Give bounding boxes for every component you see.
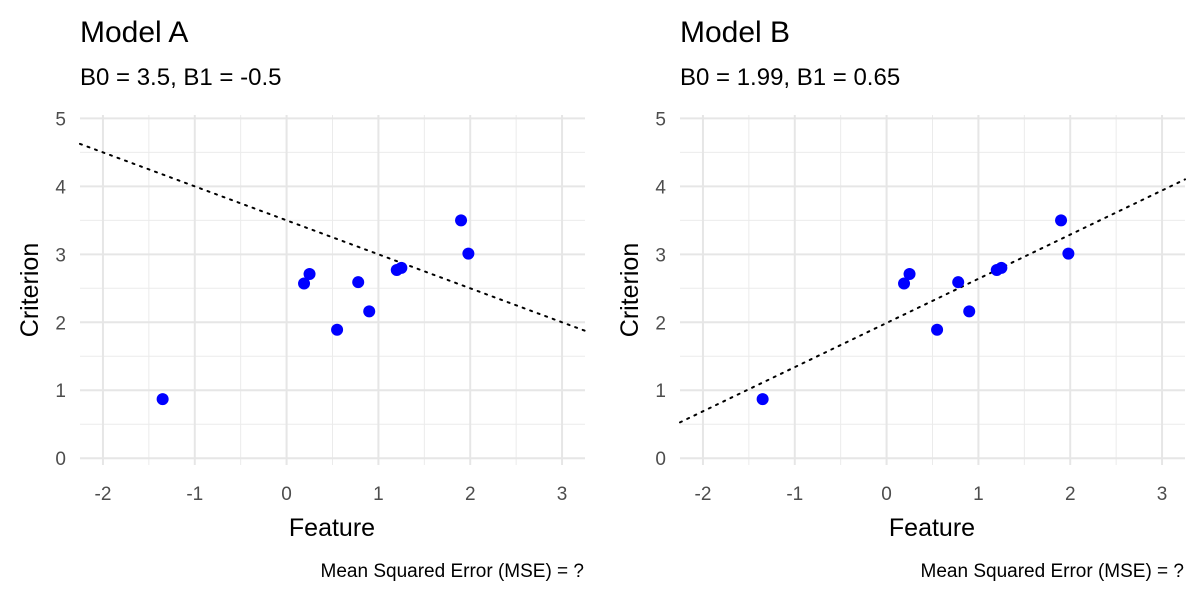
y-tick-label: 0 — [55, 449, 66, 470]
y-tick-label: 4 — [655, 177, 666, 198]
y-tick-label: 4 — [55, 177, 66, 198]
x-tick-label: 3 — [1157, 484, 1168, 505]
x-tick-label: -2 — [95, 484, 112, 505]
y-tick-label: 5 — [655, 109, 666, 130]
x-tick-label: -2 — [695, 484, 712, 505]
data-point — [298, 277, 311, 290]
data-point — [903, 268, 916, 281]
y-tick-label: 1 — [55, 381, 66, 402]
y-tick-label: 0 — [655, 449, 666, 470]
x-axis-label: Feature — [289, 514, 375, 542]
x-tick-label: 3 — [557, 484, 568, 505]
mse-caption: Mean Squared Error (MSE) = ? — [921, 561, 1184, 582]
y-axis-label: Criterion — [16, 243, 44, 337]
y-axis-label: Criterion — [616, 243, 644, 337]
chart-title: Model B — [680, 16, 790, 49]
regression-line — [679, 178, 1186, 424]
x-tick-label: -1 — [186, 484, 203, 505]
chart-title: Model A — [80, 16, 188, 49]
chart-subtitle: B0 = 1.99, B1 = 0.65 — [680, 64, 900, 91]
plot-area: -2 -1 0 1 2 3 0 1 2 3 4 5 — [655, 109, 1186, 505]
data-point — [931, 323, 944, 336]
plot-area: -2 -1 0 1 2 3 0 1 2 3 4 5 — [55, 109, 586, 505]
data-point — [756, 393, 769, 406]
panel-model-a: Model A B0 = 3.5, B1 = -0.5 -2 -1 0 1 2 3 0 1 2 3… — [16, 16, 586, 582]
data-point — [995, 261, 1008, 274]
x-tick-label: 0 — [881, 484, 892, 505]
y-tick-label: 3 — [655, 245, 666, 266]
data-point — [363, 305, 376, 318]
data-point — [352, 276, 365, 289]
y-tick-label: 3 — [55, 245, 66, 266]
x-axis-label: Feature — [889, 514, 975, 542]
data-point — [963, 305, 976, 318]
x-tick-label: 1 — [373, 484, 384, 505]
data-point — [331, 323, 344, 336]
x-tick-label: 0 — [281, 484, 292, 505]
x-tick-label: 1 — [973, 484, 984, 505]
data-point — [156, 393, 169, 406]
y-tick-label: 2 — [655, 313, 666, 334]
data-point — [1062, 247, 1075, 260]
x-tick-label: -1 — [786, 484, 803, 505]
data-point — [898, 277, 911, 290]
data-point — [1055, 214, 1068, 227]
panel-model-b: Model B B0 = 1.99, B1 = 0.65 -2 -1 0 1 2 3 0 1 2… — [616, 16, 1186, 582]
y-tick-label: 1 — [655, 381, 666, 402]
data-point — [303, 268, 316, 281]
data-point — [952, 276, 965, 289]
mse-caption: Mean Squared Error (MSE) = ? — [321, 561, 584, 582]
y-tick-label: 2 — [55, 313, 66, 334]
data-point — [455, 214, 468, 227]
x-tick-label: 2 — [465, 484, 476, 505]
data-point — [395, 261, 408, 274]
y-tick-label: 5 — [55, 109, 66, 130]
x-tick-label: 2 — [1065, 484, 1076, 505]
regression-line — [79, 142, 586, 332]
data-point — [462, 247, 475, 260]
chart-subtitle: B0 = 3.5, B1 = -0.5 — [80, 64, 281, 91]
